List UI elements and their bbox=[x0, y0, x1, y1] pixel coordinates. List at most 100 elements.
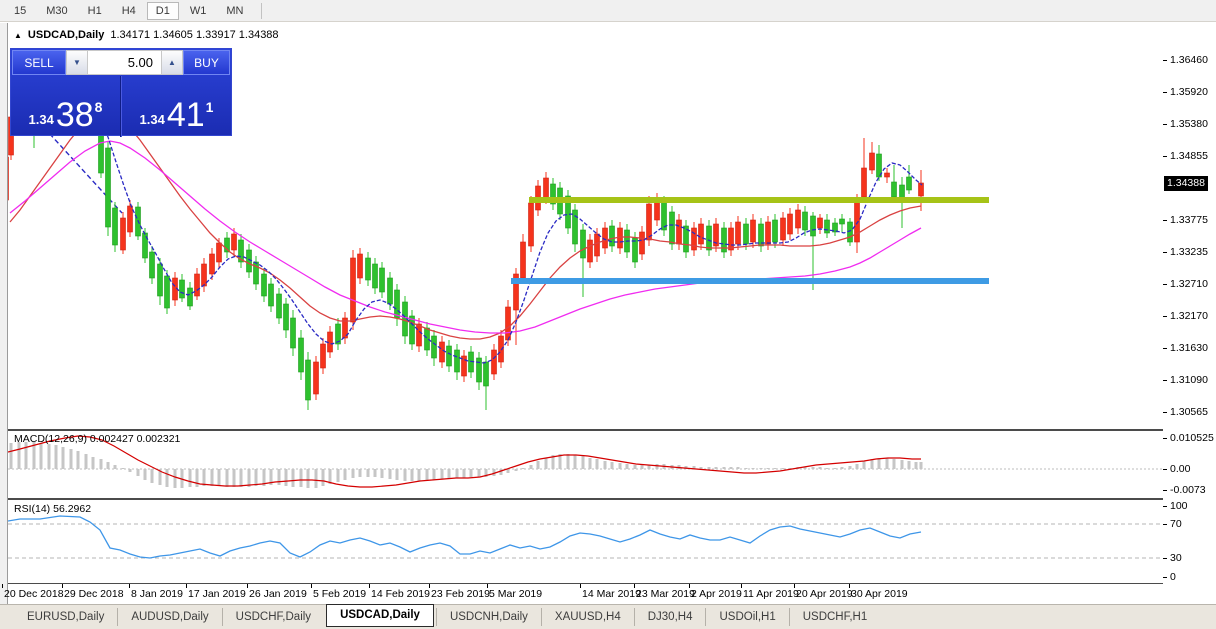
timeframe-mn[interactable]: MN bbox=[226, 4, 244, 17]
time-tick bbox=[487, 584, 488, 588]
chart-tab-audusd-daily[interactable]: AUDUSD,Daily bbox=[117, 608, 221, 626]
window-left-edge bbox=[0, 23, 8, 604]
rsi-pane-canvas[interactable] bbox=[8, 500, 1163, 583]
time-tick bbox=[634, 584, 635, 588]
time-label: 20 Dec 2018 bbox=[4, 588, 64, 600]
rsi-scale-label: 100 bbox=[1170, 500, 1188, 512]
time-label: 23 Mar 2019 bbox=[636, 588, 695, 600]
price-label: 1.31090 bbox=[1170, 374, 1208, 386]
price-tick bbox=[1163, 60, 1167, 61]
price-axis[interactable]: 1.36460 1.35920 1.35380 1.34855 1.33775 1.332… bbox=[1163, 23, 1216, 583]
rsi-scale-label: 30 bbox=[1170, 552, 1182, 564]
price-label: 1.32710 bbox=[1170, 278, 1208, 290]
rsi-scale-tick bbox=[1163, 577, 1167, 578]
timeframe-d1[interactable]: D1 bbox=[146, 1, 179, 20]
timeframe-h1[interactable]: H1 bbox=[87, 4, 102, 17]
rsi-scale-tick bbox=[1163, 506, 1167, 507]
price-tick bbox=[1163, 348, 1167, 349]
volume-input[interactable]: 5.00 bbox=[88, 51, 161, 74]
macd-scale-tick bbox=[1163, 469, 1167, 470]
macd-scale-label: -0.0073 bbox=[1170, 484, 1206, 496]
price-label: 1.31630 bbox=[1170, 342, 1208, 354]
rsi-scale-tick bbox=[1163, 524, 1167, 525]
price-label: 1.34855 bbox=[1170, 150, 1208, 162]
time-tick bbox=[186, 584, 187, 588]
sell-price-big-figure: 1.34 bbox=[28, 112, 54, 127]
time-label: 14 Feb 2019 bbox=[371, 588, 430, 600]
pane-separator-2[interactable] bbox=[8, 498, 1163, 500]
volume-box: ▼ 5.00 ▲ bbox=[66, 50, 183, 75]
time-label: 17 Jan 2019 bbox=[188, 588, 246, 600]
time-tick bbox=[369, 584, 370, 588]
price-label: 1.33235 bbox=[1170, 246, 1208, 258]
chart-tab-eurusd-daily[interactable]: EURUSD,Daily bbox=[27, 611, 105, 623]
price-label: 1.36460 bbox=[1170, 54, 1208, 66]
buy-price-pips: 41 bbox=[166, 96, 205, 134]
time-tick bbox=[2, 584, 3, 588]
buy-price-point: 1 bbox=[205, 99, 214, 115]
toolbar-separator bbox=[261, 2, 263, 19]
chart-tab-bar: EURUSD,Daily AUDUSD,Daily USDCHF,Daily USDC… bbox=[0, 604, 1216, 629]
time-label: 20 Apr 2019 bbox=[796, 588, 853, 600]
timeframe-h4[interactable]: H4 bbox=[121, 4, 136, 17]
price-label: 1.35380 bbox=[1170, 118, 1208, 130]
time-label: 8 Jan 2019 bbox=[131, 588, 183, 600]
price-tick bbox=[1163, 156, 1167, 157]
chart-tab-xauusd-h4[interactable]: XAUUSD,H4 bbox=[540, 608, 634, 626]
time-tick bbox=[247, 584, 248, 588]
rsi-scale-tick bbox=[1163, 558, 1167, 559]
buy-button[interactable]: BUY bbox=[183, 50, 230, 75]
price-tick bbox=[1163, 380, 1167, 381]
rsi-label: RSI(14) 56.2962 bbox=[14, 503, 92, 515]
price-label: 1.35920 bbox=[1170, 86, 1208, 98]
collapse-arrow-icon[interactable]: ▲ bbox=[14, 30, 22, 40]
chart-tab-usdcnh-daily[interactable]: USDCNH,Daily bbox=[435, 608, 541, 626]
macd-scale-tick bbox=[1163, 490, 1167, 491]
chart-tab-usdoil-h1[interactable]: USDOil,H1 bbox=[705, 608, 788, 626]
time-label: 30 Apr 2019 bbox=[851, 588, 908, 600]
volume-increase-button[interactable]: ▲ bbox=[161, 51, 182, 74]
chart-tab-dj30-h4[interactable]: DJ30,H4 bbox=[633, 608, 706, 626]
macd-scale-tick bbox=[1163, 438, 1167, 439]
price-tick bbox=[1163, 412, 1167, 413]
chart-title: ▲ USDCAD,Daily 1.34171 1.34605 1.33917 1… bbox=[14, 29, 279, 41]
macd-scale-label: 0.00 bbox=[1170, 463, 1191, 475]
buy-price-display[interactable]: 1.34 41 1 bbox=[121, 76, 231, 137]
sell-price-display[interactable]: 1.34 38 8 bbox=[11, 76, 121, 137]
price-tick bbox=[1163, 220, 1167, 221]
price-tick bbox=[1163, 92, 1167, 93]
time-label: 5 Mar 2019 bbox=[489, 588, 543, 600]
timeframe-m30[interactable]: M30 bbox=[46, 4, 68, 17]
current-price-badge: 1.34388 bbox=[1164, 176, 1208, 191]
price-tick bbox=[1163, 124, 1167, 125]
price-label: 1.33775 bbox=[1170, 214, 1208, 226]
chart-tab-usdchf-daily[interactable]: USDCHF,Daily bbox=[221, 608, 324, 626]
chart-tab-usdchf-h1[interactable]: USDCHF,H1 bbox=[788, 608, 881, 626]
volume-decrease-button[interactable]: ▼ bbox=[67, 51, 88, 74]
sell-button[interactable]: SELL bbox=[12, 50, 66, 75]
one-click-trade-panel: SELL ▼ 5.00 ▲ BUY 1.34 38 8 1.34 41 1 bbox=[10, 48, 232, 137]
time-label: 26 Jan 2019 bbox=[249, 588, 307, 600]
timeframe-15[interactable]: 15 bbox=[14, 4, 27, 17]
time-tick bbox=[580, 584, 581, 588]
time-tick bbox=[311, 584, 312, 588]
time-label: 14 Mar 2019 bbox=[582, 588, 641, 600]
time-tick bbox=[429, 584, 430, 588]
price-tick bbox=[1163, 316, 1167, 317]
macd-pane-canvas[interactable] bbox=[8, 431, 1163, 498]
time-label: 23 Feb 2019 bbox=[431, 588, 490, 600]
timeframe-w1[interactable]: W1 bbox=[189, 4, 207, 17]
macd-scale-label: 0.010525 bbox=[1170, 432, 1214, 444]
time-tick bbox=[849, 584, 850, 588]
time-label: 11 Apr 2019 bbox=[743, 588, 799, 600]
time-tick bbox=[62, 584, 63, 588]
chart-ohlc: 1.34171 1.34605 1.33917 1.34388 bbox=[110, 29, 279, 41]
time-axis[interactable]: 20 Dec 2018 29 Dec 2018 8 Jan 2019 17 Jan 2… bbox=[2, 584, 1163, 603]
time-label: 5 Feb 2019 bbox=[313, 588, 367, 600]
macd-label: MACD(12,26,9) 0.002427 0.002321 bbox=[14, 433, 181, 445]
pane-separator-1[interactable] bbox=[8, 429, 1163, 431]
buy-price-big-figure: 1.34 bbox=[139, 112, 165, 127]
chart-tab-usdcad-daily[interactable]: USDCAD,Daily bbox=[326, 604, 434, 627]
rsi-scale-label: 70 bbox=[1170, 518, 1182, 530]
